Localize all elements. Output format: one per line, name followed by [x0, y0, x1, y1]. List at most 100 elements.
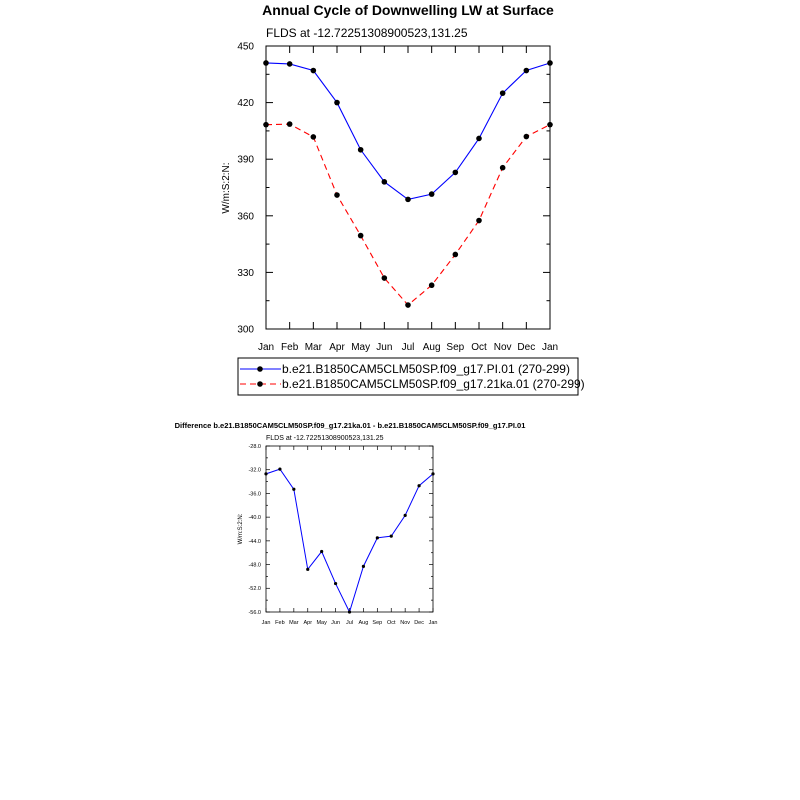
chart2-x-tick-label: Jan	[262, 620, 271, 626]
chart1-x-tick-label: Oct	[471, 342, 487, 353]
chart2-y-tick-label: -32.0	[248, 468, 261, 474]
chart1-x-tick-label: Jul	[402, 342, 415, 353]
chart2-x-tick-label: Sep	[372, 620, 382, 626]
chart2-series-1-point	[403, 513, 407, 517]
chart2-y-tick-label: -28.0	[248, 444, 261, 450]
chart1-series-1-point	[263, 60, 269, 66]
chart2-x-tick-label: May	[316, 620, 327, 626]
chart1-series-1-point	[286, 61, 293, 67]
chart1-title: Annual Cycle of Downwelling LW at Surfac…	[262, 2, 554, 18]
chart1-x-tick-label: Feb	[281, 342, 299, 353]
chart1-series-2-point	[310, 134, 317, 140]
chart2-y-tick-label: -36.0	[248, 491, 261, 497]
chart2-series-1-point	[431, 472, 435, 476]
chart2-series-1-point	[320, 549, 324, 554]
legend-marker-1	[257, 366, 263, 372]
chart1-x-tick-label: Jan	[542, 342, 558, 353]
chart2-x-tick-label: Aug	[359, 620, 369, 626]
legend-box	[237, 357, 579, 396]
chart2-y-tick-label: -56.0	[248, 610, 261, 616]
chart1-x-tick-label: Dec	[517, 342, 535, 353]
chart1-series-2-point	[357, 232, 364, 239]
chart1-series-1-point	[452, 169, 459, 176]
chart2-series-1-point	[347, 610, 352, 614]
chart2-series-1-point	[361, 564, 366, 568]
chart1-x-tick-label: Aug	[423, 342, 441, 353]
chart1-series-2-point	[476, 217, 482, 224]
chart2-series-1-point	[306, 567, 310, 571]
chart2-series-1-point	[389, 534, 393, 538]
chart2-y-tick-label: -48.0	[248, 562, 261, 568]
chart2-axes	[265, 445, 434, 613]
chart2-series-1-point	[333, 581, 338, 586]
chart1-y-tick-label: 450	[237, 42, 254, 53]
chart1-series-1-point	[381, 179, 388, 185]
chart1-series-2-point	[263, 121, 269, 128]
chart1-y-tick-label: 390	[237, 155, 254, 166]
chart2-series-1-point	[292, 487, 296, 491]
chart2-x-tick-label: Jul	[346, 620, 353, 626]
chart1-series-1-point	[499, 90, 506, 96]
chart2-title: Difference b.e21.B1850CAM5CLM50SP.f09_g1…	[175, 421, 526, 430]
chart1-series-1-point	[476, 135, 482, 142]
chart1-x-tick-label: Mar	[305, 342, 323, 353]
chart1-series-2-point	[523, 133, 530, 140]
chart2-x-tick-label: Jan	[429, 620, 438, 626]
chart1-x-tick-label: Jun	[376, 342, 392, 353]
chart2-series-1-point	[264, 472, 268, 476]
chart2-plot-frame	[265, 445, 434, 613]
chart1-y-axis-label: W/m:S:2:N:	[221, 162, 232, 213]
chart1-series-2-point	[286, 121, 293, 127]
chart1-y-tick-label: 300	[237, 325, 254, 336]
chart1-subtitle: FLDS at -12.72251308900523,131.25	[266, 26, 468, 40]
chart2-x-tick-label: Nov	[400, 620, 410, 626]
chart1-tick-labels: Jan Feb Mar Apr May Jun Jul Aug Sep Oct Nov Dec Jan 3…	[237, 42, 558, 354]
chart1-series-2-point	[428, 282, 435, 289]
chart1-y-tick-label: 330	[237, 268, 254, 279]
chart2-series-1-point	[278, 467, 282, 471]
chart2-series-1-point	[375, 536, 379, 540]
chart1-series-2-point	[381, 275, 388, 281]
chart1-series-2-point	[547, 121, 553, 128]
chart2-series	[264, 467, 435, 614]
chart1-series-2-point	[452, 251, 459, 258]
chart1-series-2-point	[499, 164, 506, 171]
chart1-x-tick-label: Apr	[329, 342, 345, 353]
chart1-x-tick-label: Nov	[494, 342, 512, 353]
chart1-series-2-point	[405, 302, 411, 308]
chart1-legend: b.e21.B1850CAM5CLM50SP.f09_g17.PI.01 (27…	[237, 357, 585, 396]
chart1-series-1-point	[310, 67, 317, 74]
chart1-axes	[265, 45, 551, 330]
chart1-series-1-line	[265, 62, 551, 200]
chart1-series-1-point	[405, 196, 411, 203]
legend-entry-1: b.e21.B1850CAM5CLM50SP.f09_g17.PI.01 (27…	[282, 362, 570, 376]
chart2-x-tick-label: Dec	[414, 620, 424, 626]
chart1-series-1-point	[428, 191, 435, 197]
chart1-x-tick-label: Sep	[446, 342, 464, 353]
chart2-x-tick-label: Mar	[289, 620, 299, 626]
chart1-series-1-point	[357, 146, 364, 153]
chart2-x-tick-label: Apr	[303, 620, 312, 626]
chart1-y-tick-label: 420	[237, 98, 254, 109]
chart2-tick-labels: Jan Feb Mar Apr May Jun Jul Aug Sep Oct Nov Dec Jan-…	[248, 444, 437, 626]
chart2-y-tick-label: -44.0	[248, 539, 261, 545]
chart2-x-tick-label: Feb	[275, 620, 284, 626]
chart2-x-tick-label: Oct	[387, 620, 396, 626]
chart2-series-1-line	[265, 468, 434, 614]
chart2-y-axis-label: W/m:S:2:N:	[238, 513, 244, 544]
legend-marker-2	[257, 381, 263, 387]
chart2-series-1-point	[417, 484, 421, 488]
chart2-x-tick-label: Jun	[331, 620, 340, 626]
chart1-series-1-point	[334, 99, 340, 106]
chart1-series-2-line	[265, 123, 551, 306]
chart2-subtitle: FLDS at -12.72251308900523,131.25	[266, 435, 384, 442]
chart2-y-tick-label: -52.0	[248, 586, 261, 592]
chart2-y-tick-label: -40.0	[248, 515, 261, 521]
chart1-x-tick-label: Jan	[258, 342, 274, 353]
chart1-series-2-point	[334, 192, 340, 198]
chart1-y-tick-label: 360	[237, 211, 254, 222]
chart1-series-1-point	[547, 60, 553, 66]
legend-entry-2: b.e21.B1850CAM5CLM50SP.f09_g17.21ka.01 (…	[282, 377, 585, 391]
chart1-series	[263, 60, 553, 308]
